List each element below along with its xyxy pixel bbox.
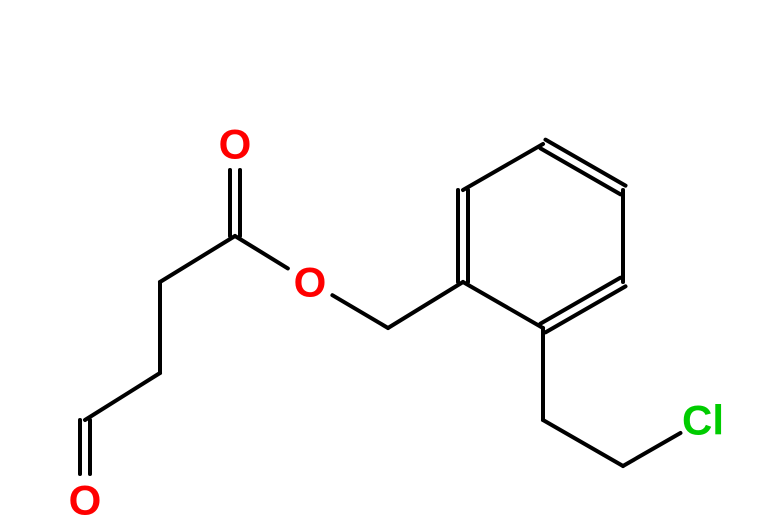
atom-label-o: O <box>219 121 252 168</box>
atom-label-o: O <box>69 477 102 523</box>
molecule-diagram: O O O Cl <box>0 0 767 523</box>
atom-label-o: O <box>294 259 327 306</box>
bonds-group <box>80 140 680 474</box>
atom-label-cl: Cl <box>682 397 724 444</box>
